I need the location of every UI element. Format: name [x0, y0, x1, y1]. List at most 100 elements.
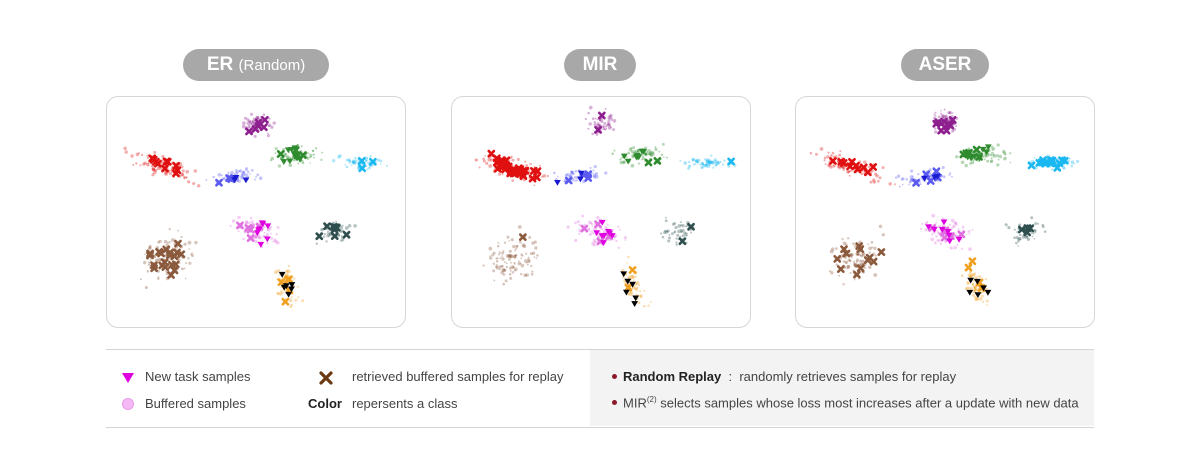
retrieved-sample-marker — [506, 167, 515, 176]
buffered-sample-point — [368, 166, 371, 169]
buffered-sample-point — [368, 167, 371, 170]
buffered-sample-point — [670, 232, 674, 236]
buffered-sample-point — [541, 175, 544, 178]
buffered-sample-point — [1019, 238, 1022, 241]
retrieved-sample-marker — [157, 249, 165, 258]
buffered-sample-point — [238, 175, 241, 178]
buffered-sample-point — [607, 126, 612, 130]
buffered-sample-point — [171, 238, 175, 242]
buffered-sample-point — [322, 235, 326, 238]
buffered-sample-point — [239, 169, 243, 173]
buffered-sample-point — [858, 253, 860, 256]
buffered-sample-point — [878, 176, 882, 180]
buffered-sample-point — [637, 301, 641, 305]
buffered-sample-point — [250, 121, 254, 125]
buffered-sample-point — [950, 226, 954, 230]
retrieved-sample-marker — [244, 224, 253, 232]
buffered-sample-point — [973, 288, 977, 292]
buffered-sample-point — [691, 158, 695, 162]
buffered-sample-point — [855, 252, 859, 256]
new-task-sample-marker — [620, 271, 628, 278]
aser-tsne-plot — [809, 108, 1080, 306]
buffered-sample-point — [263, 231, 266, 234]
buffered-sample-point — [643, 304, 646, 308]
buffered-sample-point — [974, 288, 977, 291]
buffered-sample-point — [847, 170, 850, 173]
buffered-sample-point — [501, 264, 504, 268]
buffered-sample-point — [527, 260, 531, 264]
buffered-sample-point — [504, 279, 508, 283]
buffered-sample-point — [710, 154, 713, 157]
buffered-sample-point — [683, 231, 687, 235]
buffered-sample-point — [180, 267, 184, 271]
retrieved-sample-marker — [173, 248, 181, 257]
retrieved-sample-marker — [171, 260, 180, 269]
buffered-sample-point — [286, 270, 289, 273]
random-replay-note: Random Replay : randomly retrieves sampl… — [623, 369, 956, 384]
buffered-sample-point — [861, 253, 866, 257]
buffered-sample-point — [622, 160, 626, 164]
legend-top-divider — [106, 349, 1094, 350]
buffered-sample-point — [644, 152, 648, 156]
new-task-sample-marker — [278, 271, 286, 278]
mir-note: MIR(2) selects samples whose loss most i… — [623, 395, 1079, 410]
buffered-sample-point — [146, 157, 149, 160]
buffered-sample-point — [154, 169, 158, 172]
buffered-sample-point — [574, 221, 577, 225]
buffered-sample-point — [297, 296, 300, 299]
buffered-sample-point — [242, 172, 246, 176]
buffered-sample-point — [266, 134, 271, 138]
buffered-sample-point — [289, 156, 292, 159]
mir-title-main: MIR — [582, 54, 618, 75]
buffered-sample-point — [517, 262, 521, 266]
retrieved-sample-marker — [1053, 163, 1062, 172]
buffered-sample-point — [961, 225, 965, 229]
buffered-sample-point — [1036, 222, 1040, 225]
buffered-sample-point — [855, 252, 860, 256]
buffered-sample-point — [293, 277, 296, 280]
buffered-sample-point — [581, 214, 585, 218]
buffered-sample-point — [951, 112, 954, 114]
buffered-sample-point — [495, 259, 499, 263]
buffered-sample-point — [972, 289, 976, 293]
buffered-sample-point — [823, 159, 826, 162]
buffered-sample-point — [348, 162, 351, 165]
buffered-sample-point — [482, 159, 486, 163]
buffered-sample-point — [617, 246, 621, 249]
buffered-sample-point — [265, 242, 268, 244]
buffered-sample-point — [844, 260, 848, 264]
buffered-sample-point — [284, 154, 288, 158]
buffered-sample-point — [353, 161, 357, 165]
buffered-sample-point — [496, 257, 499, 260]
buffered-sample-point — [602, 127, 606, 131]
buffered-sample-point — [522, 244, 527, 249]
buffered-sample-point — [974, 298, 978, 301]
buffered-sample-point — [326, 232, 329, 234]
buffered-sample-point — [990, 157, 993, 159]
buffered-sample-point — [623, 236, 627, 240]
buffered-sample-point — [920, 227, 923, 230]
buffered-sample-point — [180, 235, 183, 239]
new-task-sample-marker — [285, 291, 293, 298]
buffered-sample-point — [660, 232, 663, 235]
buffered-sample-point — [613, 238, 615, 241]
buffered-sample-point — [995, 154, 1000, 158]
buffered-sample-point — [511, 271, 515, 274]
buffered-sample-point — [508, 255, 512, 258]
buffered-sample-point — [637, 149, 640, 152]
buffered-sample-point — [168, 241, 171, 244]
buffered-sample-point — [248, 120, 251, 123]
buffered-sample-point — [227, 171, 230, 174]
buffered-sample-point — [607, 116, 611, 120]
buffered-samples-layer — [809, 108, 1080, 306]
retrieved-sample-marker — [564, 176, 573, 185]
buffered-sample-point — [596, 122, 600, 126]
buffered-sample-point — [819, 147, 824, 151]
retrieved-sample-marker — [358, 164, 367, 173]
buffered-sample-point — [256, 115, 260, 119]
buffered-sample-point — [524, 274, 527, 277]
buffered-sample-point — [253, 134, 257, 138]
buffered-sample-point — [338, 154, 342, 158]
buffered-sample-point — [665, 156, 669, 159]
buffered-sample-point — [194, 240, 198, 245]
